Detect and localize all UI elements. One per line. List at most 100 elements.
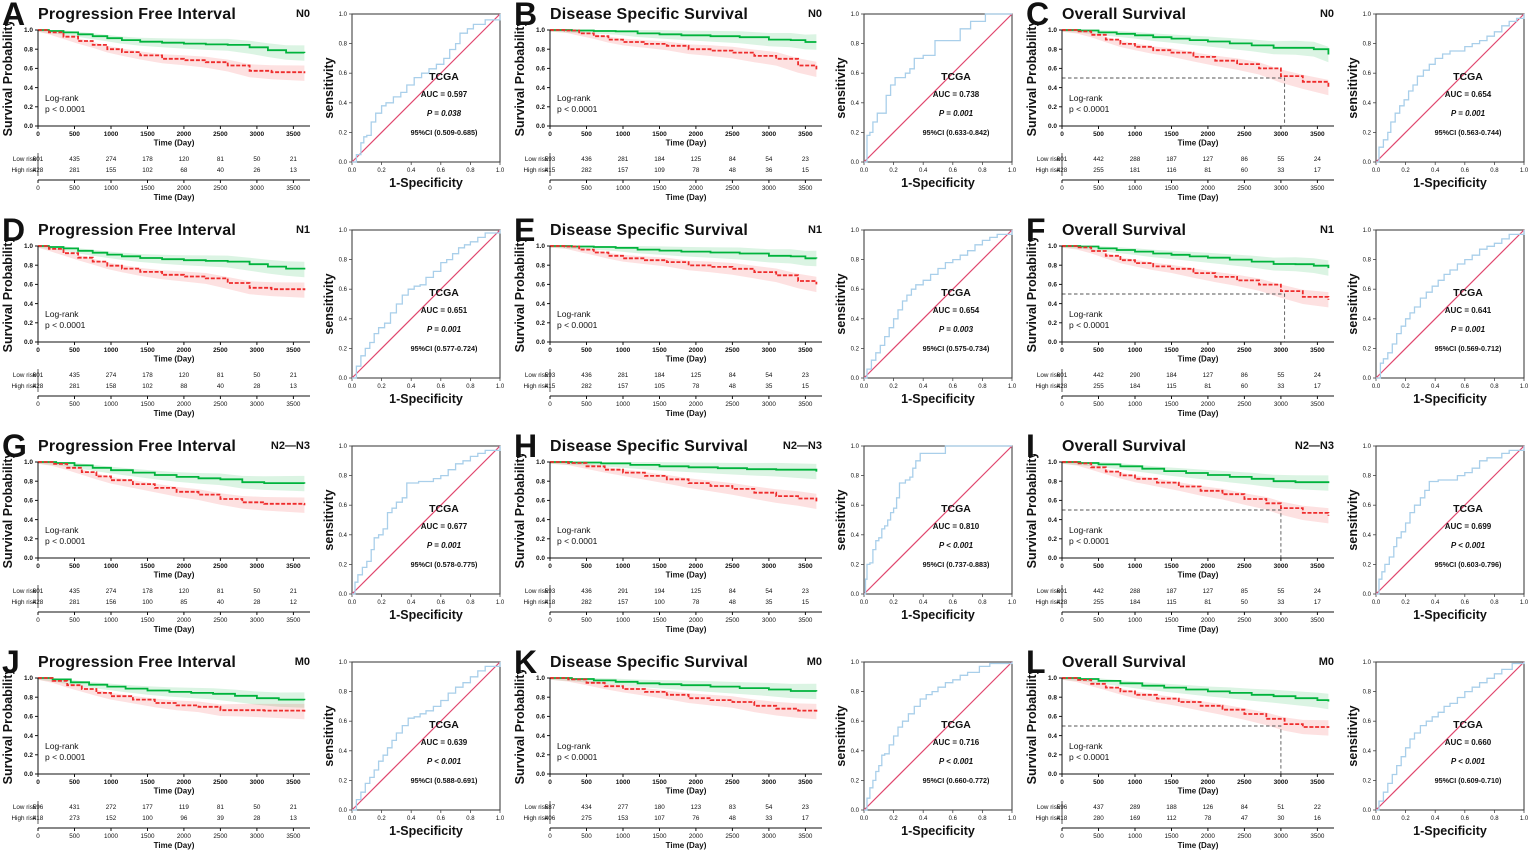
svg-text:0.2: 0.2 — [1048, 104, 1057, 111]
svg-text:0.8: 0.8 — [1363, 474, 1372, 480]
roc-block: 0.0 0.0 0.2 0.2 0.4 0.4 0.6 0.6 0.8 0.8 1.0 1.0 TCGA… — [832, 216, 1023, 432]
svg-text:0.6: 0.6 — [339, 503, 348, 509]
svg-text:0.2: 0.2 — [1363, 778, 1372, 784]
svg-text:2500: 2500 — [213, 563, 228, 570]
svg-text:255: 255 — [1093, 599, 1104, 606]
svg-text:1000: 1000 — [104, 347, 119, 354]
svg-text:0.4: 0.4 — [1048, 85, 1057, 92]
svg-text:1000: 1000 — [1128, 779, 1143, 786]
roc-plot: 0.00.0 0.2 0.2 0.4 0.4 0.6 0.6 0.8 0.8 1.0 1.0 TCGA… — [834, 228, 1017, 406]
km-chart: 1.00.80.60.40.20.00 500 1000 1500 2000 2500 30… — [1025, 238, 1334, 418]
svg-text:178: 178 — [142, 156, 153, 163]
svg-text:3000: 3000 — [250, 131, 265, 138]
svg-text:TCGA: TCGA — [1453, 719, 1483, 731]
svg-text:125: 125 — [691, 372, 702, 379]
svg-text:184: 184 — [1130, 383, 1141, 390]
svg-text:0.8: 0.8 — [851, 690, 860, 696]
svg-text:500: 500 — [1093, 563, 1104, 570]
svg-text:1500: 1500 — [652, 617, 667, 624]
km-chart: 1.00.80.60.40.20.00 500 1000 1500 2000 2500 30… — [513, 670, 822, 850]
svg-text:0.2: 0.2 — [1048, 752, 1057, 759]
svg-text:3500: 3500 — [798, 185, 813, 192]
svg-text:78: 78 — [1204, 815, 1212, 822]
svg-text:1500: 1500 — [652, 563, 667, 570]
svg-text:1.0: 1.0 — [24, 27, 33, 34]
svg-text:2500: 2500 — [1237, 617, 1252, 624]
svg-text:1-Specificity: 1-Specificity — [901, 176, 975, 190]
svg-text:AUC = 0.660: AUC = 0.660 — [1445, 738, 1492, 747]
svg-text:3000: 3000 — [250, 617, 265, 624]
svg-text:2500: 2500 — [1237, 779, 1252, 786]
panel-letter: K — [514, 644, 538, 680]
svg-text:1000: 1000 — [1128, 347, 1143, 354]
svg-text:2500: 2500 — [725, 833, 740, 840]
svg-text:23: 23 — [802, 372, 810, 379]
svg-text:0.4: 0.4 — [536, 733, 545, 740]
svg-text:289: 289 — [1130, 804, 1141, 811]
svg-text:0.2: 0.2 — [889, 384, 898, 390]
svg-text:15: 15 — [802, 383, 810, 390]
svg-text:P = 0.003: P = 0.003 — [939, 325, 974, 334]
svg-text:81: 81 — [1204, 599, 1212, 606]
svg-text:0.6: 0.6 — [536, 66, 545, 73]
svg-text:596: 596 — [33, 804, 44, 811]
svg-text:181: 181 — [1130, 167, 1141, 174]
svg-text:500: 500 — [69, 401, 80, 408]
svg-text:1-Specificity: 1-Specificity — [901, 824, 975, 838]
svg-text:184: 184 — [1130, 599, 1141, 606]
km-title: Overall Survival — [1062, 222, 1187, 239]
svg-text:0.6: 0.6 — [949, 600, 958, 606]
svg-text:0.6: 0.6 — [1461, 816, 1470, 822]
svg-text:127: 127 — [1203, 156, 1214, 163]
svg-text:0.2: 0.2 — [377, 384, 386, 390]
svg-text:0.4: 0.4 — [24, 85, 33, 92]
svg-text:1-Specificity: 1-Specificity — [1413, 608, 1487, 622]
svg-text:0.6: 0.6 — [1048, 66, 1057, 73]
svg-text:Time (Day): Time (Day) — [1178, 139, 1219, 148]
svg-text:0.8: 0.8 — [1048, 478, 1057, 485]
svg-text:500: 500 — [1093, 617, 1104, 624]
svg-text:23: 23 — [802, 588, 810, 595]
svg-text:1.0: 1.0 — [339, 12, 348, 18]
km-title: Disease Specific Survival — [550, 438, 748, 455]
svg-text:601: 601 — [1057, 588, 1068, 595]
svg-text:0: 0 — [36, 347, 40, 354]
svg-text:13: 13 — [290, 815, 298, 822]
svg-text:0.6: 0.6 — [851, 71, 860, 77]
svg-text:418: 418 — [33, 815, 44, 822]
svg-text:95%CI (0.609-0.710): 95%CI (0.609-0.710) — [1435, 776, 1502, 785]
svg-text:88: 88 — [180, 383, 188, 390]
svg-text:434: 434 — [581, 804, 592, 811]
km-title: Progression Free Interval — [38, 222, 236, 239]
svg-text:2000: 2000 — [177, 563, 192, 570]
svg-text:0.4: 0.4 — [24, 301, 33, 308]
svg-text:0.0: 0.0 — [536, 339, 545, 346]
roc-chart: 0.00.0 0.2 0.2 0.4 0.4 0.6 0.6 0.8 0.8 1.0 1.0 TCGA… — [322, 12, 505, 190]
km-plot: 1.0 0.8 0.6 0.4 0.2 0.00 500 1000 1500 2000 2500 30… — [1025, 454, 1334, 580]
stage-label: N1 — [1319, 224, 1334, 236]
svg-text:415: 415 — [545, 383, 556, 390]
svg-text:p < 0.0001: p < 0.0001 — [1069, 104, 1110, 114]
svg-text:1.0: 1.0 — [1008, 600, 1017, 606]
svg-text:High risk: High risk — [1036, 167, 1061, 174]
svg-text:83: 83 — [729, 804, 737, 811]
svg-text:Time (Day): Time (Day) — [1178, 571, 1219, 580]
svg-text:Survival Probability: Survival Probability — [513, 238, 527, 352]
svg-text:1000: 1000 — [1128, 185, 1143, 192]
km-block: E Disease Specific Survival N1 1.0 0.8 0.6… — [512, 214, 832, 432]
svg-text:1500: 1500 — [140, 617, 155, 624]
svg-text:TCGA: TCGA — [429, 287, 459, 299]
svg-text:0.0: 0.0 — [1372, 384, 1381, 390]
svg-text:23: 23 — [802, 156, 810, 163]
km-title: Overall Survival — [1062, 6, 1187, 23]
km-block: I Overall Survival N2—N3 1.0 0.8 0.6 0.4 0.2… — [1024, 430, 1344, 648]
svg-text:0.0: 0.0 — [24, 555, 33, 562]
svg-text:500: 500 — [581, 131, 592, 138]
svg-text:86: 86 — [1241, 372, 1249, 379]
roc-block: 0.0 0.0 0.2 0.2 0.4 0.4 0.6 0.6 0.8 0.8 1.0 1.0 TCGA… — [1344, 432, 1535, 648]
svg-text:p < 0.0001: p < 0.0001 — [557, 104, 598, 114]
svg-text:Time (Day): Time (Day) — [666, 139, 707, 148]
svg-text:sensitivity: sensitivity — [322, 705, 336, 766]
svg-text:0.4: 0.4 — [1363, 533, 1372, 539]
